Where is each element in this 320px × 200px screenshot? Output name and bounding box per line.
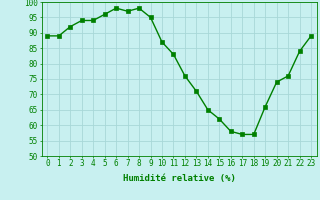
X-axis label: Humidité relative (%): Humidité relative (%) bbox=[123, 174, 236, 183]
